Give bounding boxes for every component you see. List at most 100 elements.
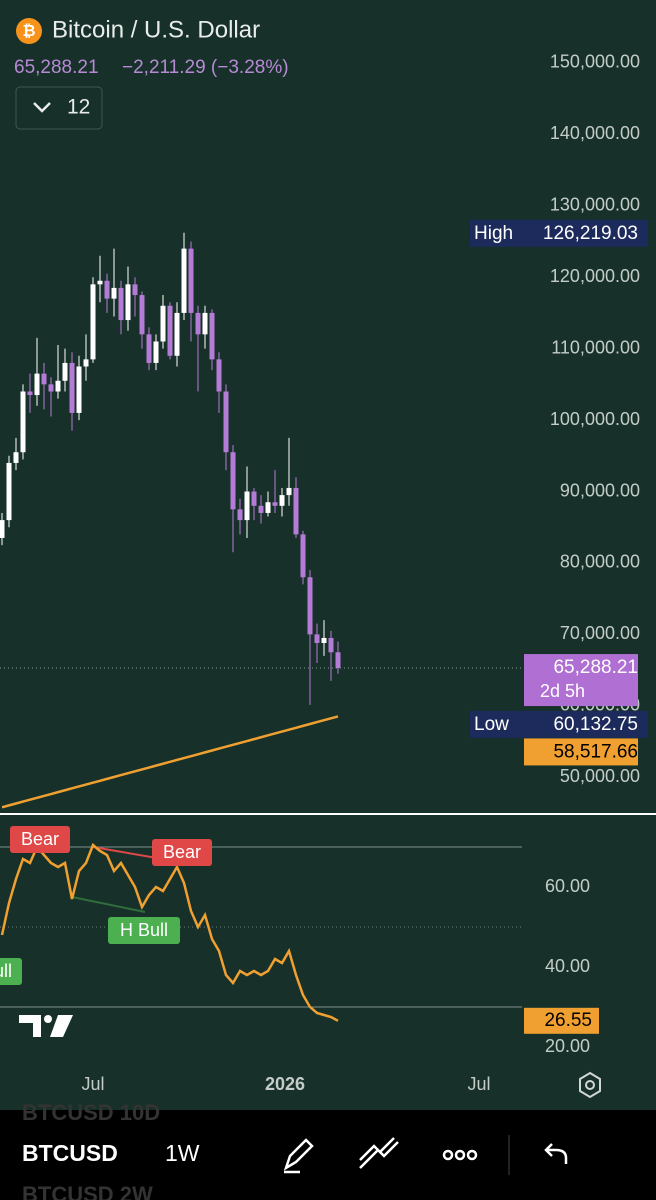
candle-body xyxy=(167,305,173,356)
badge-value: 58,517.66 xyxy=(553,741,638,762)
candle-body xyxy=(41,373,47,385)
y-tick-label: 120,000.00 xyxy=(550,266,640,286)
candle-body xyxy=(237,509,243,521)
draw-tool[interactable] xyxy=(283,1138,314,1174)
divergence-label: Bear xyxy=(163,842,201,862)
divergence-label-bg xyxy=(108,917,180,944)
interval-button[interactable]: 1W xyxy=(165,1140,200,1166)
badge-value: 60,132.75 xyxy=(553,714,638,735)
price-badge xyxy=(524,738,638,766)
divergence-label-bg xyxy=(10,826,70,853)
candle-body xyxy=(13,452,19,463)
candle-body xyxy=(293,487,299,535)
candle-body xyxy=(83,359,89,367)
rsi-badge xyxy=(524,1007,599,1034)
price-badge xyxy=(524,654,638,707)
y-tick-label: 60.00 xyxy=(545,876,590,896)
candle-body xyxy=(286,487,292,496)
divergence-label-bg xyxy=(0,958,22,985)
price-badge xyxy=(470,710,648,738)
candle-body xyxy=(146,334,152,363)
chart-bg xyxy=(0,0,656,1110)
candle-body xyxy=(244,491,250,521)
x-label: 2026 xyxy=(265,1074,305,1094)
candle-body xyxy=(111,287,117,299)
candle-body xyxy=(279,495,285,506)
x-label: Jul xyxy=(467,1074,490,1094)
candle-body xyxy=(314,634,320,643)
candle-body xyxy=(251,491,257,506)
symbol-option[interactable]: BTCUSD 10D xyxy=(22,1100,160,1125)
y-tick-label: 110,000.00 xyxy=(551,337,640,357)
candle-body xyxy=(118,287,124,321)
candle-body xyxy=(307,577,313,635)
price-badge xyxy=(470,219,648,247)
candle-body xyxy=(20,391,26,453)
candle-body xyxy=(195,312,201,335)
moving-average xyxy=(1,715,339,809)
candle-body xyxy=(0,520,5,538)
indicators-toggle[interactable] xyxy=(15,86,103,130)
candle-body xyxy=(139,295,145,335)
candle-body xyxy=(48,384,54,392)
candle-body xyxy=(300,534,306,578)
y-tick-label: 100,000.00 xyxy=(550,409,640,429)
price-change: −2,211.29 (−3.28%) xyxy=(122,57,289,78)
badge-value: 126,219.03 xyxy=(543,223,638,244)
y-tick-label: 150,000.00 xyxy=(550,52,640,72)
candle-body xyxy=(104,280,110,299)
candle-body xyxy=(258,505,264,513)
candle-body xyxy=(209,312,215,360)
candle-body xyxy=(69,362,75,413)
badge-name: Low xyxy=(474,714,509,735)
candle-body xyxy=(174,312,180,356)
divergence-label-bg xyxy=(152,839,212,866)
candle-body xyxy=(335,652,341,669)
badge-name: High xyxy=(474,223,513,244)
candle-body xyxy=(153,341,159,363)
undo-button[interactable] xyxy=(544,1143,568,1164)
indicator-count: 12 xyxy=(67,96,90,119)
more-button[interactable] xyxy=(442,1149,478,1161)
candle-body xyxy=(90,284,96,360)
candle-body xyxy=(321,637,327,643)
candle-body xyxy=(223,391,229,453)
candle-body xyxy=(6,462,12,521)
y-tick-label: 80,000.00 xyxy=(560,552,640,572)
badge-note: 2d 5h xyxy=(540,681,585,701)
candle-body xyxy=(272,502,278,506)
chevron xyxy=(33,102,51,113)
candle-body xyxy=(97,280,103,285)
settings-button[interactable] xyxy=(579,1071,601,1099)
candle-body xyxy=(76,366,82,413)
plot: 50,000.0060,000.0070,000.0080,000.0090,0… xyxy=(0,52,648,1056)
lines-tool[interactable] xyxy=(359,1137,399,1169)
y-tick-label: 130,000.00 xyxy=(550,195,640,215)
symbol-button[interactable]: BTCUSD xyxy=(22,1140,118,1166)
divergence-label: Bull xyxy=(0,961,12,981)
candle-body xyxy=(55,380,61,392)
candle-body xyxy=(230,452,236,510)
toolbar xyxy=(0,1110,656,1200)
candle-body xyxy=(265,502,271,513)
btc-icon-glyph: ₿ xyxy=(22,22,35,40)
candle-body xyxy=(34,373,40,396)
candle-body xyxy=(125,284,131,321)
y-tick-label: 20.00 xyxy=(545,1036,590,1056)
btc-icon xyxy=(16,18,42,44)
y-tick-label: 70,000.00 xyxy=(560,623,640,643)
candle-body xyxy=(328,637,334,653)
candle-body xyxy=(216,359,222,392)
tv-logo xyxy=(19,1015,73,1037)
y-tick-label: 90,000.00 xyxy=(560,480,640,500)
candle-body xyxy=(188,248,194,313)
rsi-line xyxy=(0,842,339,1022)
candle-body xyxy=(62,362,68,381)
divergence-label: Bear xyxy=(21,829,59,849)
x-label: Jul xyxy=(81,1074,104,1094)
last-price: 65,288.21 xyxy=(14,57,99,78)
symbol-option[interactable]: BTCUSD 2W xyxy=(22,1182,153,1200)
divergence-label: H Bull xyxy=(120,920,168,940)
